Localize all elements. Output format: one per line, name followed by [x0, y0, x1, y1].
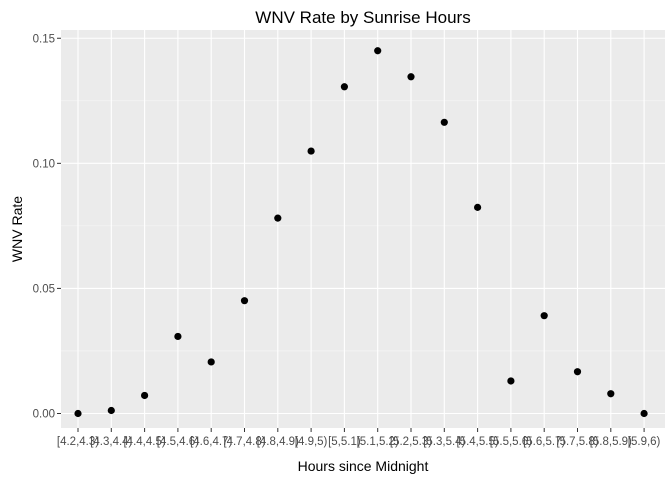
x-tick-label: [5.5,5.6)	[490, 436, 532, 448]
data-point	[507, 377, 515, 385]
data-point	[607, 390, 615, 398]
y-tick-label: 0.10	[33, 158, 55, 170]
x-tick-label: [5.8,5.9)	[590, 436, 632, 448]
y-tick-label: 0.15	[33, 33, 55, 45]
x-tick-label: [5.1,5.2)	[357, 436, 399, 448]
x-tick-label: [4.5,4.6)	[157, 436, 199, 448]
data-point	[573, 368, 582, 376]
data-point	[540, 312, 548, 320]
x-tick-label: [4.8,4.9)	[257, 436, 299, 448]
x-tick-label: [5,5.1)	[328, 436, 361, 448]
x-tick-label: [4.3,4.4)	[90, 436, 132, 448]
x-tick-label: [5.7,5.8)	[556, 436, 598, 448]
x-tick-label: [4.9,5)	[295, 436, 328, 448]
x-tick-label: [4.2,4.3)	[57, 436, 99, 448]
data-point	[374, 47, 382, 55]
plot-panel	[61, 30, 665, 428]
data-point	[107, 406, 115, 415]
chart-title: WNV Rate by Sunrise Hours	[255, 8, 470, 27]
data-point	[307, 147, 315, 155]
data-point	[174, 332, 182, 341]
x-tick-label: [4.7,4.8)	[223, 436, 265, 448]
data-point	[141, 391, 149, 400]
data-point	[407, 73, 415, 81]
y-tick-label: 0.05	[33, 283, 55, 295]
data-point	[640, 409, 648, 418]
data-point	[74, 409, 82, 418]
data-point	[207, 358, 215, 366]
x-tick-label: [4.4,4.5)	[123, 436, 165, 448]
x-tick-label: [5.3,5.4)	[423, 436, 465, 448]
data-point	[340, 83, 348, 91]
y-axis-ticks: 0.00 0.05 0.10 0.15	[33, 33, 61, 420]
data-point	[474, 203, 482, 211]
x-axis-title: Hours since Midnight	[298, 458, 429, 474]
x-tick-label: [5.9,6)	[628, 436, 661, 448]
data-point	[240, 297, 249, 305]
data-point	[274, 214, 282, 222]
x-tick-label: [5.2,5.3)	[390, 436, 432, 448]
x-tick-label: [5.4,5.5)	[456, 436, 498, 448]
data-points	[74, 47, 648, 418]
y-axis-title: WNV Rate	[9, 196, 25, 262]
grid-major	[61, 30, 665, 428]
x-tick-label: [5.6,5.7)	[523, 436, 565, 448]
y-tick-label: 0.00	[33, 408, 55, 420]
x-tick-label: [4.6,4.7)	[190, 436, 232, 448]
grid-minor	[61, 100, 665, 352]
data-point	[440, 118, 448, 126]
x-axis-ticks: [4.2,4.3)[4.3,4.4)[4.4,4.5)[4.5,4.6)[4.6…	[57, 428, 661, 448]
